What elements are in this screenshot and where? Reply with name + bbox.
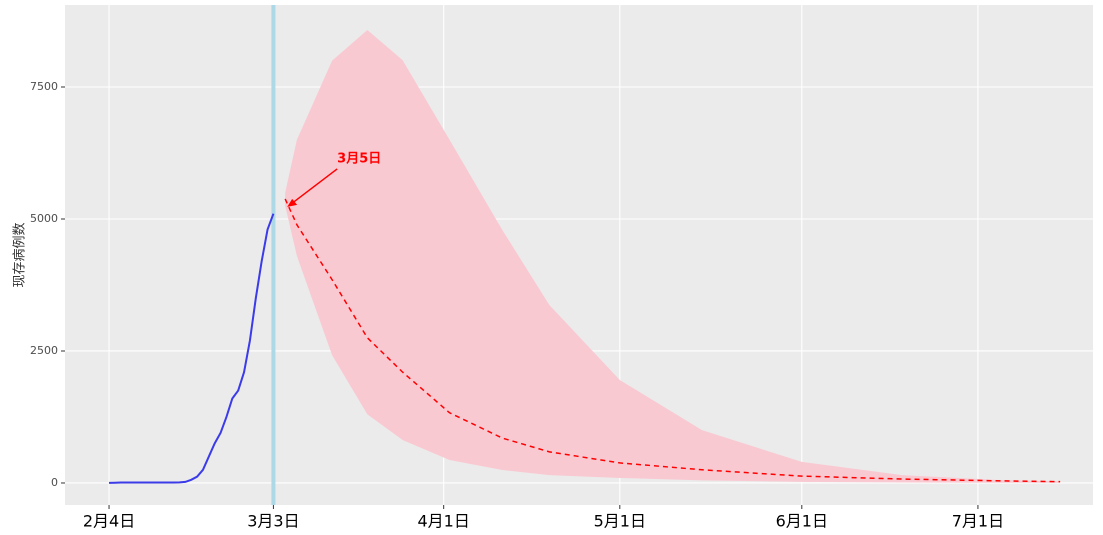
y-tick-label: 2500	[30, 344, 58, 357]
y-tick-label: 5000	[30, 212, 58, 225]
x-tick-label: 4月1日	[417, 512, 469, 531]
x-tick-label: 6月1日	[776, 512, 828, 531]
y-tick-label: 7500	[30, 80, 58, 93]
annotation-arrowhead	[287, 198, 298, 207]
x-tick-label: 3月3日	[247, 512, 299, 531]
annotation-arrow	[290, 168, 338, 205]
annotation: 3月5日	[337, 151, 381, 166]
observed-line	[109, 213, 275, 484]
forecast-line	[284, 198, 1061, 483]
x-tick-label: 2月4日	[83, 512, 135, 531]
x-tick-label: 7月1日	[952, 512, 1004, 531]
y-axis-label: 现存病例数	[13, 222, 28, 287]
x-tick-label: 5月1日	[594, 512, 646, 531]
y-tick-label: 0	[51, 476, 58, 489]
confidence-band	[285, 29, 1061, 483]
